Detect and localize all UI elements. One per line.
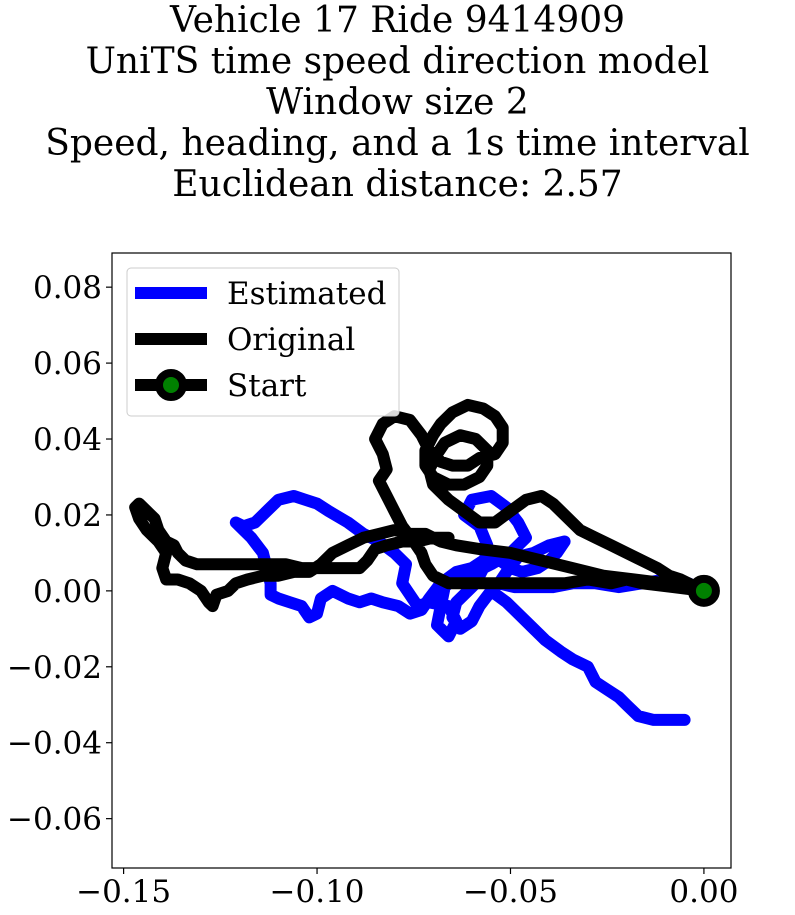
title-line-5: Euclidean distance: 2.57 [172, 164, 623, 205]
start-marker [687, 574, 720, 607]
series-line-estimated [229, 490, 710, 726]
legend-label-estimated: Estimated [227, 276, 386, 312]
title-line-4: Speed, heading, and a 1s time interval [45, 123, 750, 164]
x-tick-label: 0.00 [669, 874, 738, 910]
plot-area-frame [111, 252, 732, 869]
y-tick-label: 0.06 [33, 346, 102, 382]
title-line-2: UniTS time speed direction model [85, 41, 710, 82]
x-tick-label: −0.15 [76, 874, 171, 910]
y-tick-label: 0.00 [33, 574, 102, 610]
y-tick-label: −0.04 [7, 726, 102, 762]
x-tick-label: −0.10 [270, 874, 365, 910]
chart-title: Vehicle 17 Ride 9414909 UniTS time speed… [0, 0, 795, 205]
y-tick-label: −0.06 [7, 802, 102, 838]
title-line-1: Vehicle 17 Ride 9414909 [169, 0, 626, 41]
legend-label-start: Start [227, 368, 307, 404]
legend-label-original: Original [227, 322, 355, 358]
legend-start-marker [155, 369, 187, 401]
x-tick-label: −0.05 [463, 874, 558, 910]
y-tick-label: 0.02 [33, 498, 102, 534]
y-tick-label: 0.04 [33, 422, 102, 458]
title-line-3: Window size 2 [266, 82, 529, 123]
y-tick-label: 0.08 [33, 270, 102, 306]
series-line-original [129, 398, 710, 613]
y-tick-label: −0.02 [7, 650, 102, 686]
legend: Estimated Original Start [126, 267, 400, 417]
